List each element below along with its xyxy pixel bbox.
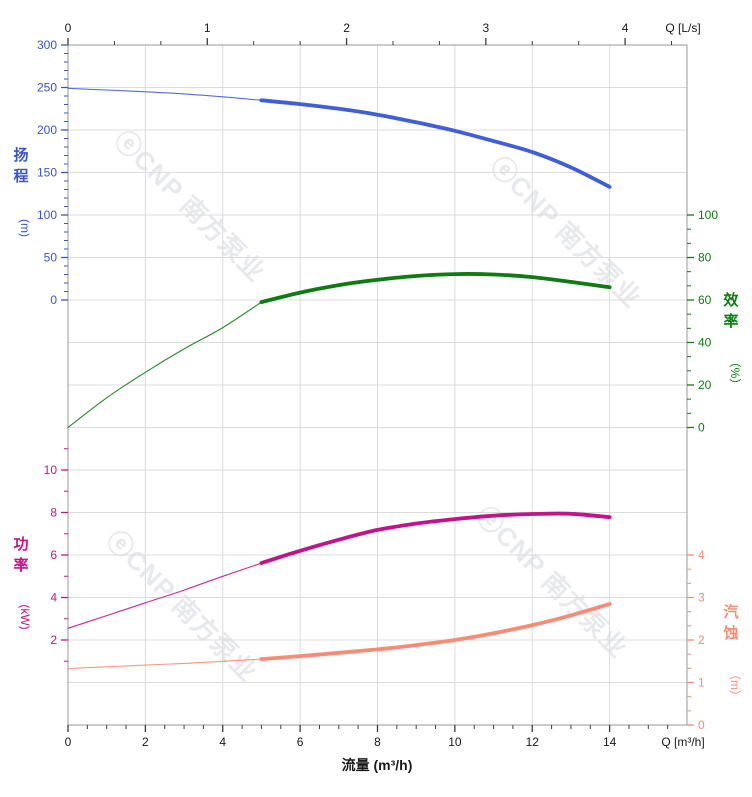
svg-text:(kW): (kW) xyxy=(18,604,32,629)
axis-bottom: 0 2 4 6 8 10 12 14 Q [m³/h] 流量 (m³/h) xyxy=(65,725,705,773)
svg-text:12: 12 xyxy=(526,735,540,749)
svg-text:100: 100 xyxy=(37,208,57,222)
top-axis-unit-label: Q [L/s] xyxy=(665,21,700,35)
svg-text:程: 程 xyxy=(13,168,28,185)
curve-power xyxy=(67,511,612,629)
curve-npsh xyxy=(67,602,612,670)
svg-text:1: 1 xyxy=(698,676,705,690)
axis-power: 10 8 6 4 2 xyxy=(44,448,68,662)
svg-text:50: 50 xyxy=(44,251,58,265)
svg-text:0: 0 xyxy=(65,21,72,35)
svg-text:2: 2 xyxy=(50,633,57,647)
svg-text:4: 4 xyxy=(50,591,57,605)
bottom-axis-title: 流量 (m³/h) xyxy=(342,757,413,773)
svg-text:0: 0 xyxy=(50,293,57,307)
svg-text:扬: 扬 xyxy=(13,146,28,164)
power-axis-title: 功率 (kW) xyxy=(13,536,32,630)
svg-text:14: 14 xyxy=(603,735,617,749)
svg-text:60: 60 xyxy=(698,293,712,307)
svg-text:80: 80 xyxy=(698,251,712,265)
svg-text:2: 2 xyxy=(698,633,705,647)
svg-text:汽: 汽 xyxy=(723,603,738,621)
svg-text:40: 40 xyxy=(698,336,712,350)
axis-top: 0 1 2 3 4 Q [L/s] xyxy=(65,21,701,45)
svg-text:功: 功 xyxy=(13,536,28,553)
svg-text:4: 4 xyxy=(219,735,226,749)
svg-text:率: 率 xyxy=(723,312,738,330)
svg-text:蚀: 蚀 xyxy=(722,624,738,642)
svg-text:(m): (m) xyxy=(18,219,32,237)
svg-text:0: 0 xyxy=(698,421,705,435)
svg-text:6: 6 xyxy=(50,548,57,562)
svg-text:10: 10 xyxy=(448,735,462,749)
axis-efficiency: 100 80 60 40 20 0 xyxy=(687,208,718,435)
svg-text:8: 8 xyxy=(374,735,381,749)
svg-text:3: 3 xyxy=(698,591,705,605)
svg-text:20: 20 xyxy=(698,378,712,392)
svg-text:2: 2 xyxy=(343,21,350,35)
curve-head xyxy=(67,87,612,189)
svg-text:效: 效 xyxy=(723,291,739,309)
bottom-axis-unit-label: Q [m³/h] xyxy=(661,735,704,749)
svg-text:10: 10 xyxy=(44,463,58,477)
efficiency-axis-title: 效率 （%） xyxy=(723,291,742,390)
npsh-axis-title: 汽蚀 （m） xyxy=(722,603,742,702)
svg-text:6: 6 xyxy=(297,735,304,749)
svg-text:（m）: （m） xyxy=(728,668,742,702)
svg-text:（%）: （%） xyxy=(728,356,742,391)
svg-text:0: 0 xyxy=(65,735,72,749)
svg-text:率: 率 xyxy=(13,556,28,574)
head-axis-title: 扬程 (m) xyxy=(13,146,32,237)
svg-text:4: 4 xyxy=(698,548,705,562)
svg-text:8: 8 xyxy=(50,506,57,520)
curve-efficiency xyxy=(67,272,612,429)
svg-text:0: 0 xyxy=(698,718,705,732)
svg-text:300: 300 xyxy=(37,38,57,52)
svg-text:4: 4 xyxy=(622,21,629,35)
axis-head: 300 250 200 150 100 50 0 xyxy=(37,38,68,307)
svg-text:2: 2 xyxy=(142,735,149,749)
svg-text:1: 1 xyxy=(204,21,211,35)
axis-npsh: 4 3 2 1 0 xyxy=(687,548,705,732)
svg-text:200: 200 xyxy=(37,123,57,137)
svg-text:150: 150 xyxy=(37,166,57,180)
svg-text:100: 100 xyxy=(698,208,718,222)
svg-text:3: 3 xyxy=(482,21,489,35)
svg-text:250: 250 xyxy=(37,81,57,95)
